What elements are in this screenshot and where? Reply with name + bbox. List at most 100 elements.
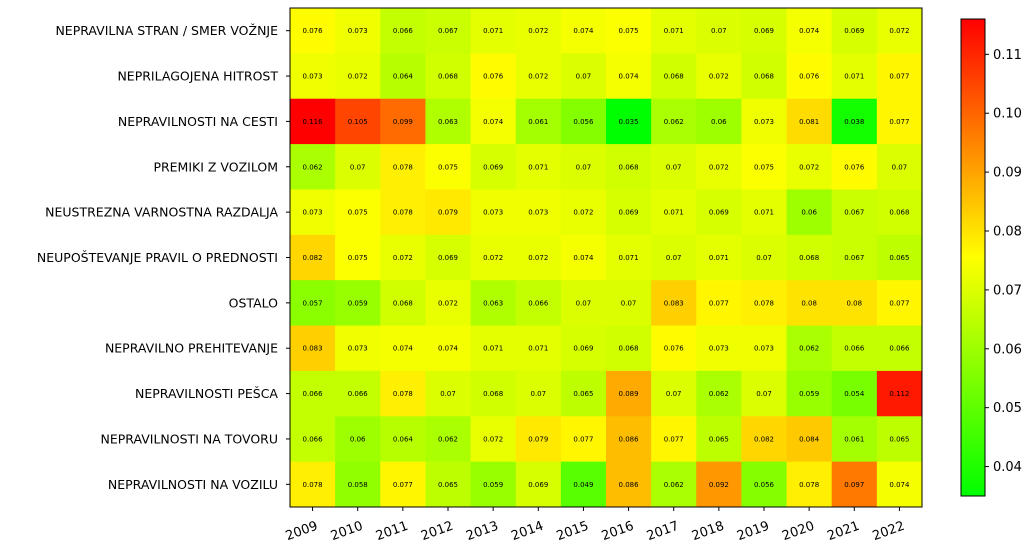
cell-value-label: 0.069 xyxy=(483,163,503,171)
colorbar-tick-label: 0.11 xyxy=(993,48,1022,63)
heatmap-cell xyxy=(335,461,381,508)
colorbar-tick-label: 0.04 xyxy=(993,460,1022,475)
column-label: 2021 xyxy=(825,519,861,544)
heatmap-cell xyxy=(606,370,652,417)
heatmap-cell xyxy=(606,234,652,281)
heatmap-cell xyxy=(786,325,833,372)
heatmap-cell xyxy=(606,325,652,372)
heatmap-cell xyxy=(470,234,517,281)
heatmap-cell xyxy=(696,144,742,190)
heatmap-cell xyxy=(335,189,381,236)
row-label: NEPRAVILNOSTI PEŠCA xyxy=(135,386,278,401)
cell-value-label: 0.078 xyxy=(303,481,323,489)
cell-value-label: 0.073 xyxy=(348,27,368,35)
cell-value-label: 0.08 xyxy=(846,299,862,307)
colorbar-tick-label: 0.10 xyxy=(993,107,1022,122)
row-label: NEPRAVILNA STRAN / SMER VOŽNJE xyxy=(55,23,278,38)
heatmap-cell xyxy=(515,416,562,463)
heatmap-cell xyxy=(651,8,697,54)
heatmap-cell xyxy=(380,234,426,281)
heatmap-cell xyxy=(290,461,336,508)
cell-value-label: 0.063 xyxy=(483,299,503,307)
cell-value-label: 0.077 xyxy=(709,299,729,307)
colorbar: 0.04 0.05 0.06 0.07 0.08 0.09 0.10 0.11 xyxy=(960,18,1022,497)
cell-value-label: 0.059 xyxy=(799,390,819,398)
heatmap-cell xyxy=(741,461,788,508)
cell-value-label: 0.077 xyxy=(393,481,413,489)
heatmap-cell xyxy=(606,144,652,190)
heatmap-cell xyxy=(425,280,472,327)
cell-value-label: 0.063 xyxy=(438,118,458,126)
heatmap-cell xyxy=(290,370,336,417)
cell-value-label: 0.078 xyxy=(393,163,413,171)
cell-value-label: 0.066 xyxy=(303,435,324,443)
column-label: 2010 xyxy=(329,519,365,544)
heatmap-cell xyxy=(290,416,336,463)
heatmap-cell xyxy=(651,53,697,100)
cell-value-label: 0.066 xyxy=(348,390,369,398)
heatmap-cell xyxy=(696,234,742,281)
column-label: 2012 xyxy=(419,519,455,544)
heatmap-cell xyxy=(876,189,923,236)
heatmap-cell xyxy=(335,280,381,327)
heatmap-cell xyxy=(876,98,923,145)
cell-value-label: 0.068 xyxy=(483,390,503,398)
heatmap-cell xyxy=(425,370,472,417)
heatmap-cell xyxy=(425,144,472,190)
heatmap-cell xyxy=(470,8,517,54)
heatmap-cell xyxy=(425,416,472,463)
heatmap-cell xyxy=(876,234,923,281)
cell-value-label: 0.038 xyxy=(844,118,864,126)
cell-value-label: 0.062 xyxy=(664,481,684,489)
heatmap-cell xyxy=(606,98,652,145)
cell-value-label: 0.035 xyxy=(619,118,639,126)
heatmap-cell xyxy=(651,280,697,327)
heatmap-cell xyxy=(741,8,788,54)
colorbar-tick-label: 0.07 xyxy=(993,283,1022,298)
heatmap-cell xyxy=(831,370,878,417)
heatmap-cell xyxy=(741,325,788,372)
colorbar-tick-label: 0.06 xyxy=(993,342,1022,357)
column-label: 2013 xyxy=(464,519,500,544)
heatmap-cell xyxy=(470,98,517,145)
heatmap-cell xyxy=(831,53,878,100)
heatmap-cell xyxy=(335,144,381,190)
cell-value-label: 0.074 xyxy=(799,27,820,35)
cell-value-label: 0.061 xyxy=(528,118,548,126)
heatmap-cell xyxy=(696,8,742,54)
heatmap-cell xyxy=(786,370,833,417)
cell-value-label: 0.071 xyxy=(709,254,729,262)
column-label: 2022 xyxy=(871,519,907,544)
cell-value-label: 0.077 xyxy=(573,435,593,443)
heatmap-cell xyxy=(425,8,472,54)
cell-value-label: 0.076 xyxy=(483,73,504,81)
heatmap-cell xyxy=(696,370,742,417)
cell-value-label: 0.066 xyxy=(528,299,549,307)
cell-value-label: 0.083 xyxy=(303,345,323,353)
column-labels: 2009 2010 2011 2012 2013 2014 2015 2016 2017 2018… xyxy=(284,507,907,544)
heatmap-cell xyxy=(831,325,878,372)
cell-value-label: 0.057 xyxy=(303,299,323,307)
cell-value-label: 0.078 xyxy=(393,209,413,217)
cell-value-label: 0.075 xyxy=(348,254,368,262)
heatmap-cell xyxy=(380,53,426,100)
heatmap-cell xyxy=(741,234,788,281)
cell-value-label: 0.07 xyxy=(666,390,682,398)
heatmap-cell xyxy=(741,53,788,100)
cell-value-label: 0.069 xyxy=(438,254,458,262)
cell-value-label: 0.06 xyxy=(801,209,817,217)
heatmap-cell xyxy=(606,189,652,236)
heatmap-cell xyxy=(786,189,833,236)
cell-value-label: 0.069 xyxy=(619,209,639,217)
cell-value-label: 0.054 xyxy=(844,390,865,398)
heatmap-cell xyxy=(560,189,607,236)
heatmap-cell xyxy=(470,461,517,508)
colorbar-tick-label: 0.08 xyxy=(993,225,1022,240)
row-label: NEPRAVILNO PREHITEVANJE xyxy=(105,341,278,356)
row-label: NEPRAVILNOSTI NA CESTI xyxy=(118,114,278,129)
cell-value-label: 0.068 xyxy=(393,299,413,307)
cell-value-label: 0.068 xyxy=(799,254,819,262)
cell-value-label: 0.097 xyxy=(844,481,864,489)
cell-value-label: 0.072 xyxy=(393,254,413,262)
cell-value-label: 0.07 xyxy=(711,27,727,35)
